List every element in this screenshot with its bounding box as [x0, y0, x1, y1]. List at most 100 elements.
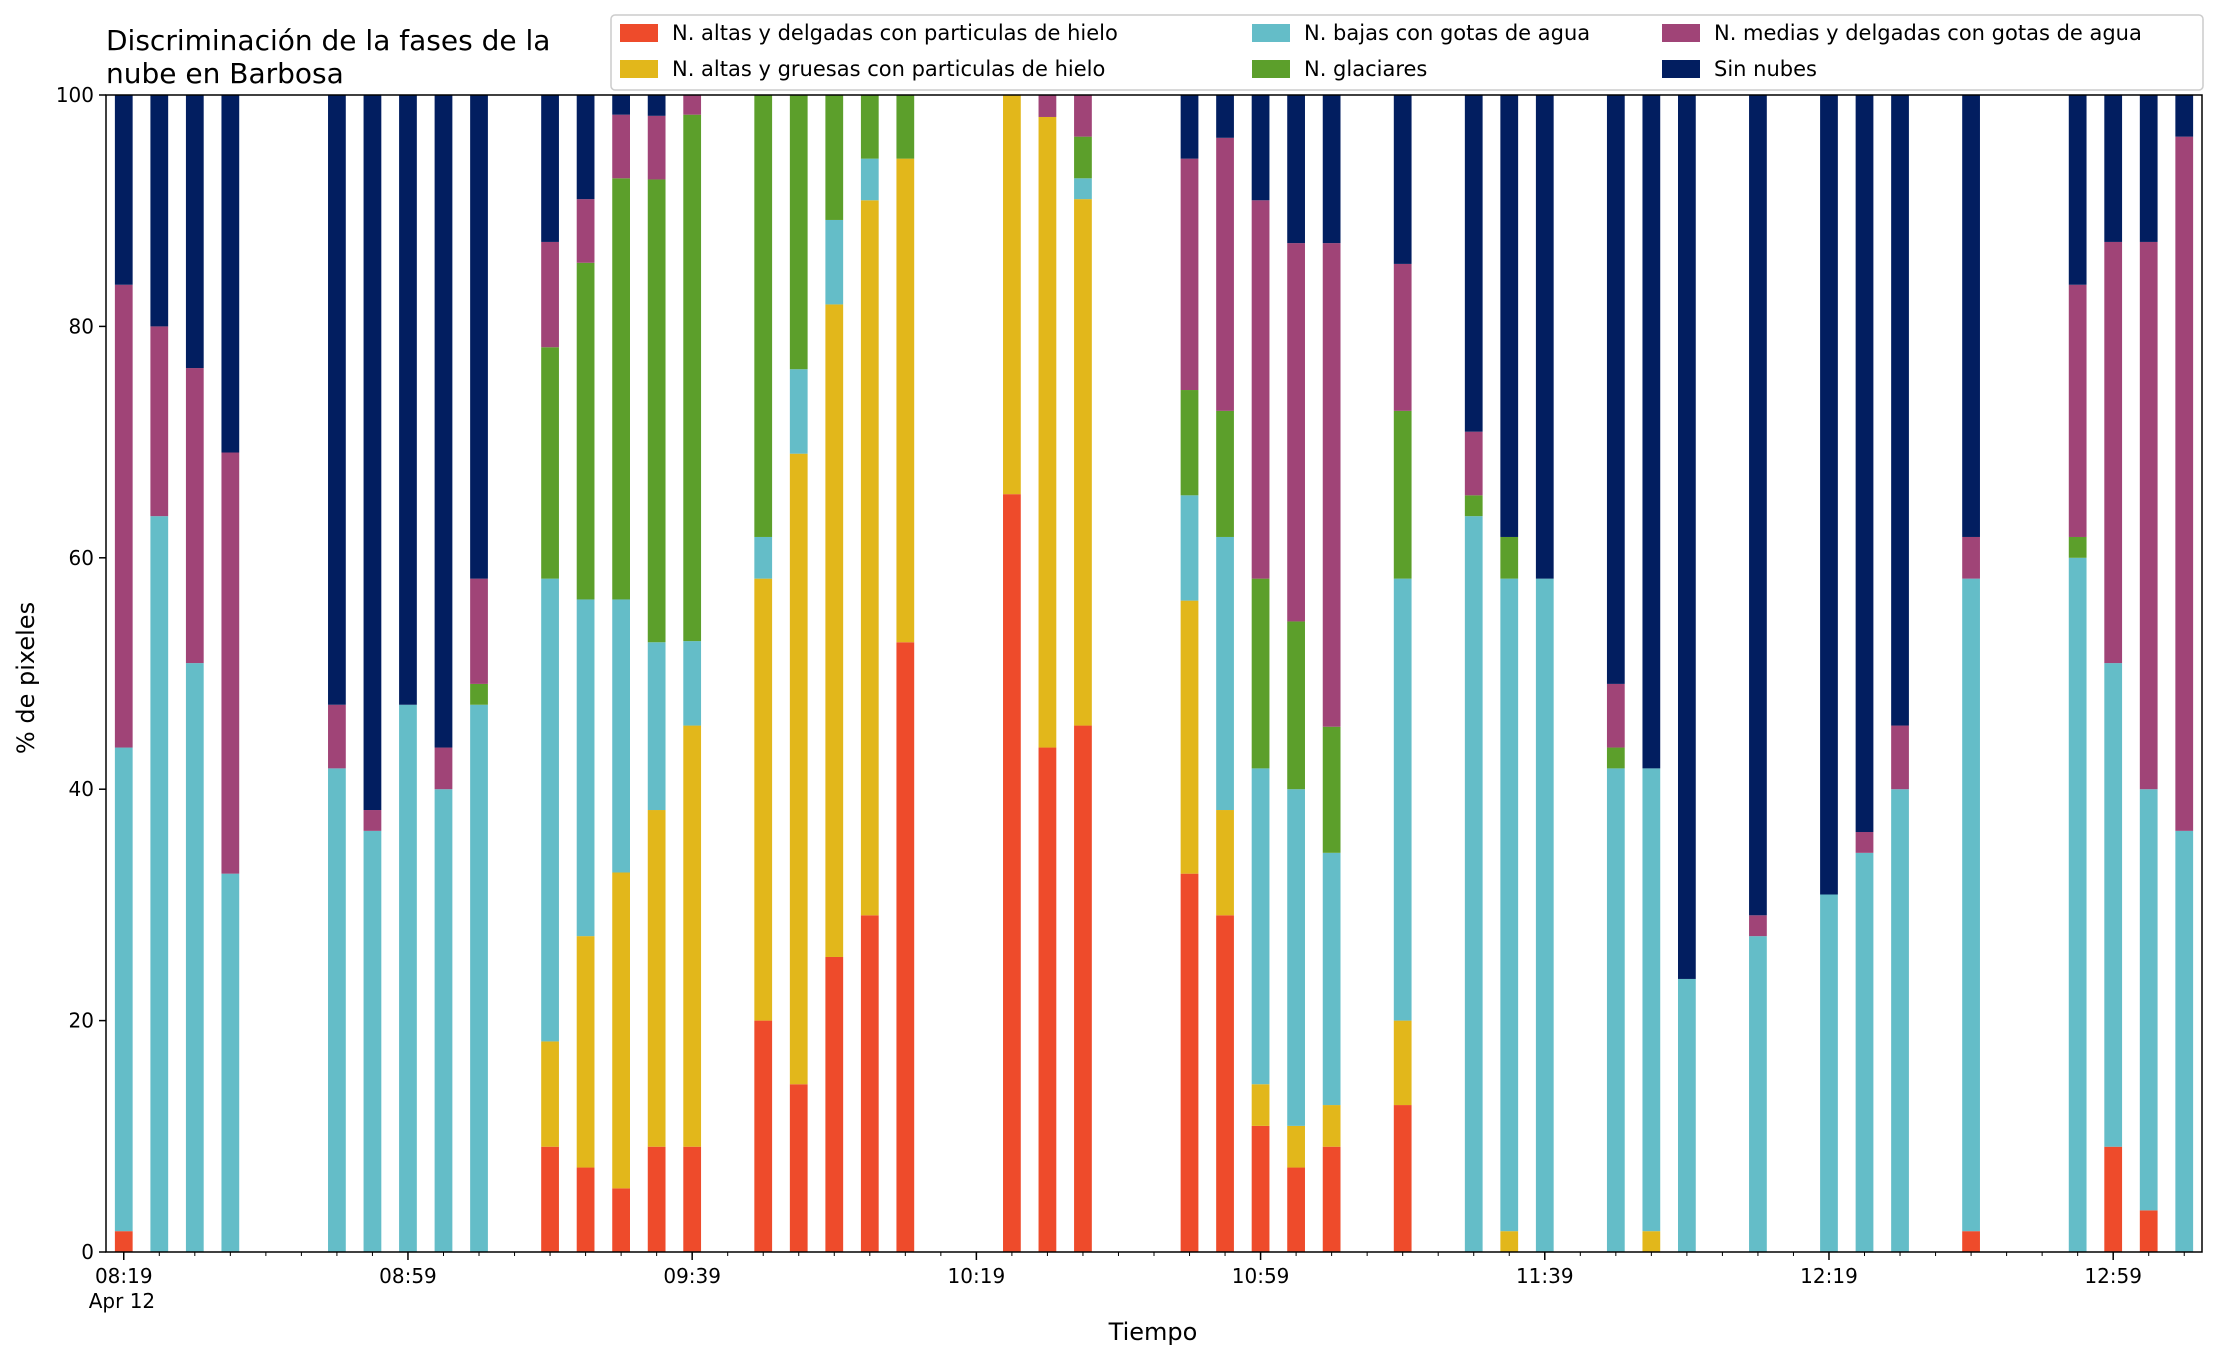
bar-segment [2175, 136, 2194, 831]
bar-segment [1074, 725, 1092, 1252]
bar-segment [434, 95, 453, 748]
bar-segment [434, 747, 453, 790]
bar-segment [1962, 578, 1980, 1232]
x-axis-label: Tiempo [1108, 1318, 1198, 1346]
bar-segment [1251, 768, 1270, 1085]
bar-segment [541, 578, 559, 1042]
bar-segment [1216, 810, 1234, 916]
legend-entry: N. altas y gruesas con particulas de hie… [672, 57, 1105, 81]
chart-title-line-2: nube en Barbosa [106, 57, 344, 90]
bar-segment [1962, 95, 1980, 537]
legend-entry: Sin nubes [1714, 57, 1817, 81]
bar-segment [1500, 95, 1519, 537]
axes-layer: 0 20 40 60 80 100 08:19 08:59 09:39 10:19 10:59 11:… [56, 83, 2203, 1313]
bar-segment [1003, 95, 1021, 495]
bar-segment [1393, 578, 1412, 1021]
legend-entry: N. altas y delgadas con particulas de hi… [672, 21, 1118, 45]
bar-segment [185, 663, 204, 1252]
bar-segment [1287, 243, 1305, 622]
bar-segment [896, 158, 915, 643]
bar-segment [1180, 600, 1199, 874]
bar-segment [1749, 95, 1767, 916]
bar-segment [1251, 1125, 1270, 1252]
bar-segment [328, 95, 346, 705]
bar-segment [1642, 1231, 1661, 1252]
bar-segment [2068, 95, 2087, 285]
x-tick-label: 08:59 [379, 1264, 437, 1288]
x-tick-label: 10:19 [948, 1264, 1006, 1288]
bar-segment [1464, 95, 1483, 432]
bar-segment [1180, 873, 1199, 1252]
bar-segment [896, 95, 915, 159]
bar-segment [1500, 578, 1519, 1232]
bar-segment [2068, 557, 2087, 1252]
bar-segment [647, 642, 666, 811]
bar-segment [1322, 243, 1341, 727]
bar-segment [221, 95, 240, 453]
bar-segment [541, 347, 559, 579]
bar-segment [1749, 915, 1767, 937]
bar-segment [612, 114, 630, 179]
bar-segment [1464, 431, 1483, 496]
bar-segment [612, 1188, 630, 1252]
bar-segment [2068, 536, 2087, 558]
bar-segment [399, 95, 417, 705]
bar-segment [2139, 241, 2158, 790]
bar-segment [2104, 241, 2123, 664]
bar-segment [1393, 410, 1412, 579]
bar-segment [647, 115, 666, 180]
bar-segment [612, 95, 630, 115]
bar-segment [1216, 915, 1234, 1252]
bar-segment [1287, 621, 1305, 790]
bar-segment [1287, 1167, 1305, 1252]
bar-segment [1074, 95, 1092, 137]
legend-frame [610, 14, 2204, 91]
legend-swatch [620, 24, 658, 42]
bar-segment [647, 810, 666, 1147]
bar-segment [1855, 852, 1874, 1252]
bar-segment [683, 641, 702, 726]
bar-segment [399, 704, 417, 1252]
bar-segment [1251, 95, 1270, 201]
bar-segment [541, 1041, 559, 1147]
bar-segment [2068, 284, 2087, 537]
bar-segment [1962, 1231, 1980, 1252]
bar-segment [114, 284, 133, 748]
bar-segment [1038, 747, 1057, 1252]
bar-segment [647, 1146, 666, 1252]
bars-layer [114, 95, 2194, 1252]
legend-swatch [1252, 24, 1290, 42]
bar-segment [754, 578, 773, 1021]
y-axis-label: % de pixeles [12, 602, 40, 754]
bar-segment [1216, 95, 1234, 138]
bar-segment [185, 368, 204, 664]
bar-segment [1287, 789, 1305, 1126]
bar-segment [1216, 410, 1234, 537]
y-tick-label: 80 [69, 314, 94, 338]
bar-segment [1820, 894, 1838, 1252]
bar-segment [1216, 536, 1234, 811]
bar-segment [221, 452, 240, 874]
bar-segment [754, 1020, 773, 1252]
bar-segment [1287, 1125, 1305, 1168]
bar-segment [1678, 95, 1696, 979]
y-tick-label: 40 [69, 777, 94, 801]
bar-segment [1891, 789, 1909, 1252]
bar-segment [576, 262, 595, 600]
bar-segment [185, 95, 204, 369]
legend-swatch [1252, 60, 1290, 78]
bar-segment [363, 95, 382, 811]
chart-title-line-1: Discriminación de la fases de la [106, 24, 550, 57]
bar-segment [1535, 95, 1554, 579]
bar-segment [1891, 725, 1909, 790]
bar-segment [647, 95, 666, 116]
bar-segment [754, 536, 773, 579]
bar-segment [1606, 747, 1625, 769]
bar-segment [1962, 536, 1980, 579]
bar-segment [1642, 95, 1661, 769]
bar-segment [1180, 95, 1199, 159]
bar-segment [825, 956, 844, 1252]
bar-segment [221, 873, 240, 1252]
x-tick-label: 12:59 [2084, 1264, 2142, 1288]
